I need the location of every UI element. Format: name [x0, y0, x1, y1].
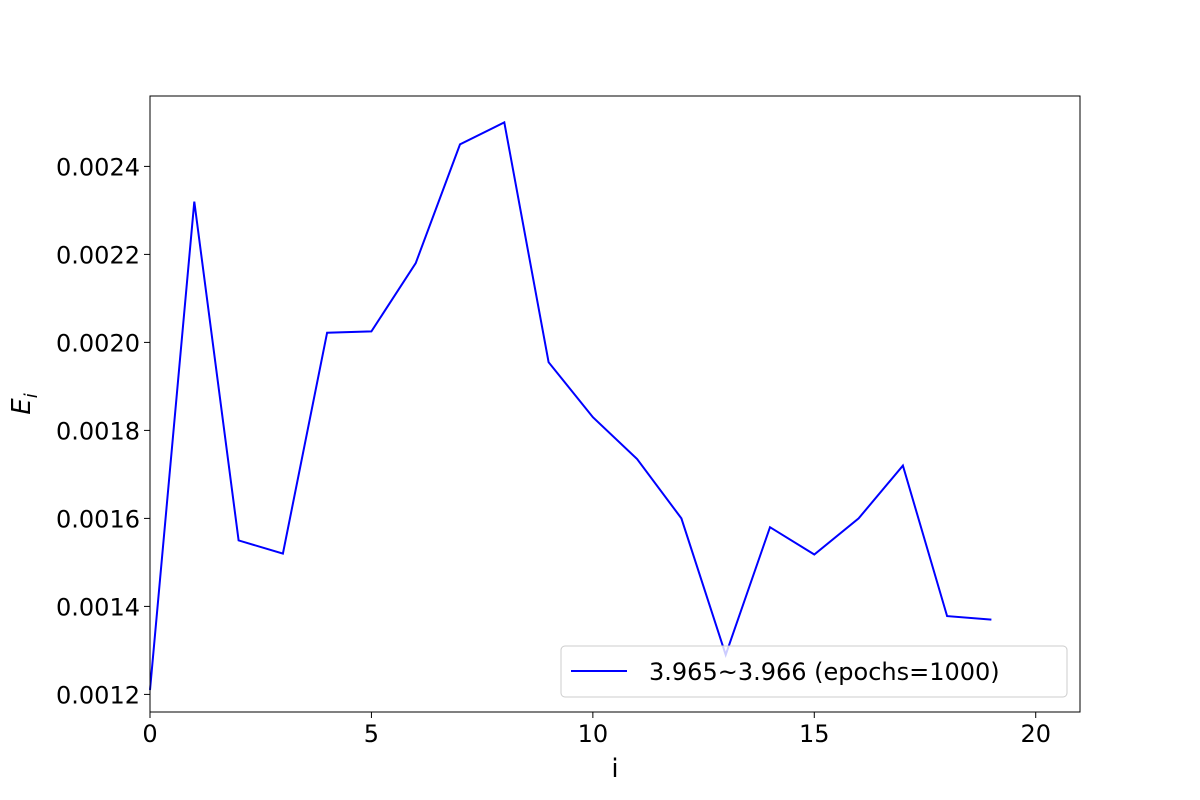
y-tick-label: 0.0022: [56, 241, 140, 269]
y-tick-label: 0.0012: [56, 681, 140, 709]
y-tick-label: 0.0020: [56, 329, 140, 357]
x-axis-label: i: [611, 754, 618, 784]
x-tick-label: 0: [142, 720, 157, 748]
y-axis-label-base: E: [7, 398, 37, 415]
x-tick-label: 20: [1020, 720, 1051, 748]
legend-box: [560, 645, 1068, 698]
y-axis-label-subscript: i: [21, 393, 42, 398]
x-tick-label: 15: [799, 720, 830, 748]
x-tick-label: 5: [364, 720, 379, 748]
axes-frame: [149, 95, 1081, 713]
y-tick-label: 0.0018: [56, 417, 140, 445]
y-tick-label: 0.0016: [56, 505, 140, 533]
legend: 3.965~3.966 (epochs=1000): [560, 645, 1068, 698]
x-axis: 0 5 10 15 20: [142, 712, 1051, 748]
y-axis-label: Ei: [7, 393, 42, 414]
y-tick-label: 0.0024: [56, 153, 140, 181]
legend-series-label: 3.965~3.966 (epochs=1000): [649, 658, 1000, 686]
y-axis: 0.0012 0.0014 0.0016 0.0018 0.0020 0.0022 0.00…: [56, 153, 150, 709]
y-tick-label: 0.0014: [56, 593, 140, 621]
series-line: [149, 120, 992, 691]
plot-area: [149, 120, 992, 691]
x-tick-label: 10: [578, 720, 609, 748]
